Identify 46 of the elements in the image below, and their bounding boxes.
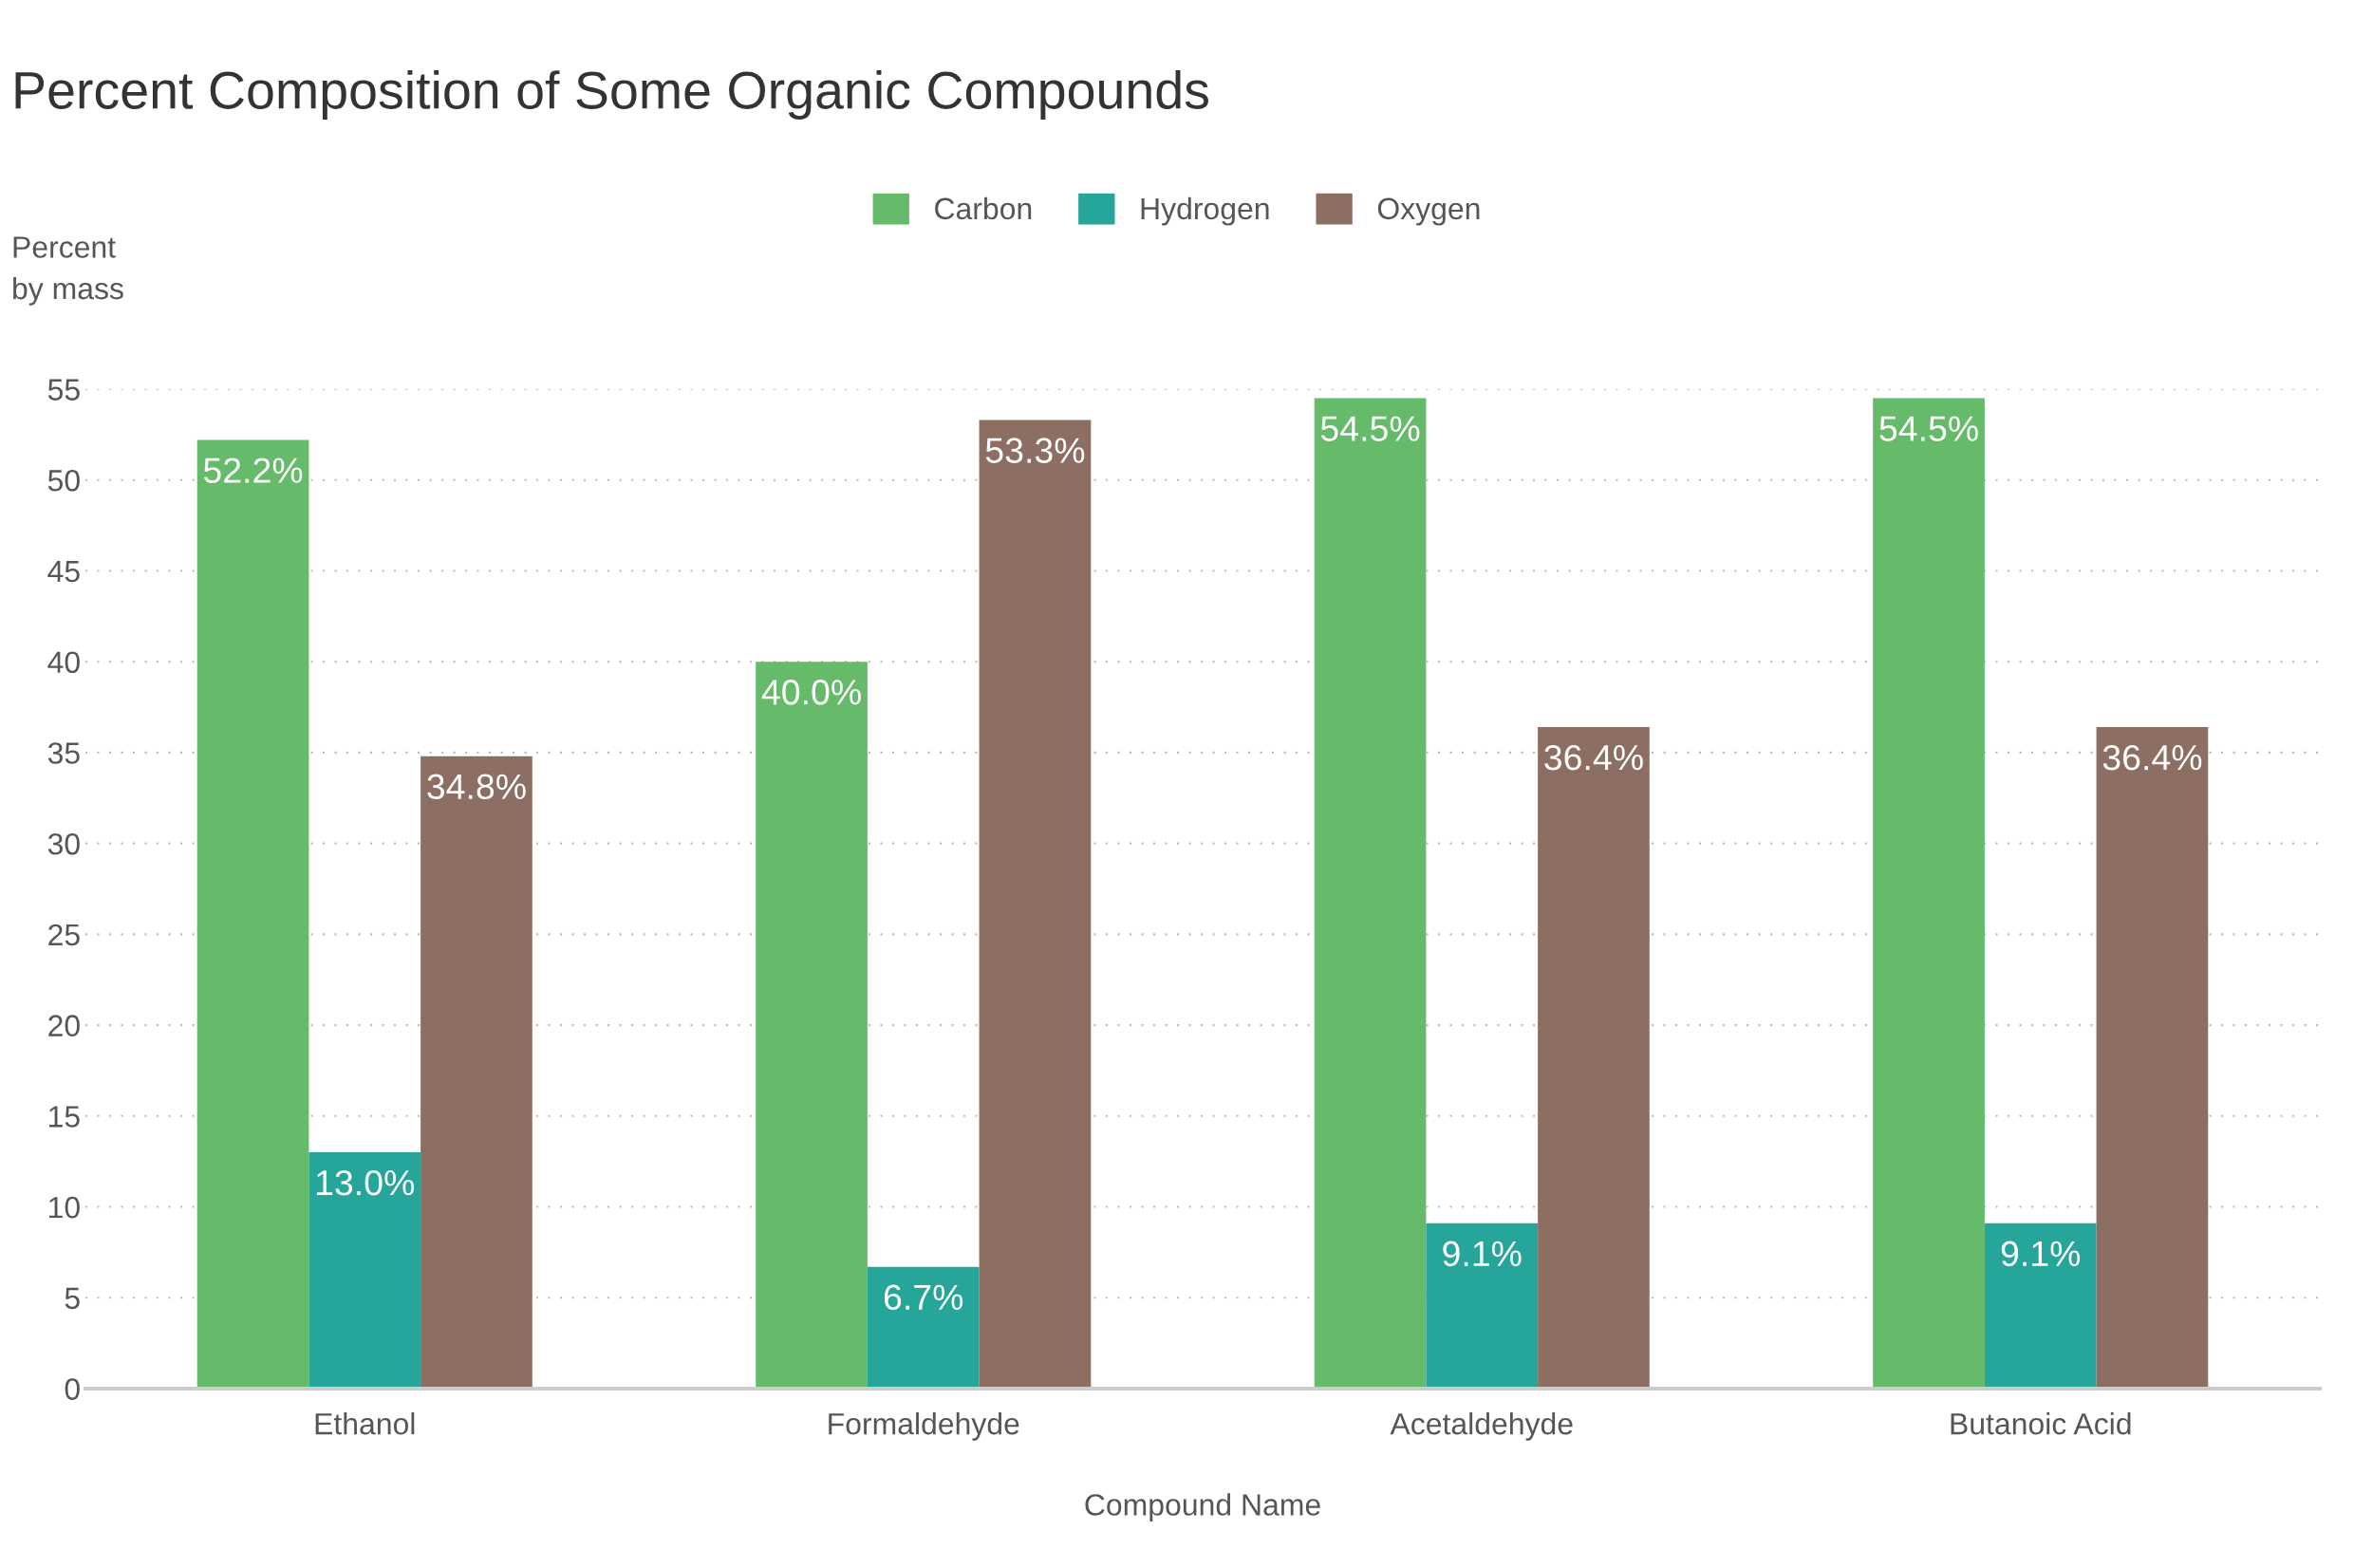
bar	[2096, 727, 2209, 1389]
data-label: 54.5%	[1320, 416, 1420, 441]
data-label: 9.1%	[1443, 1241, 1522, 1267]
data-label: 6.7%	[884, 1284, 963, 1311]
y-tick-label: 35	[47, 742, 80, 764]
bar	[420, 756, 532, 1389]
y-axis-title: Percent by mass	[13, 236, 123, 306]
bar	[1873, 398, 1985, 1389]
bar	[867, 1266, 980, 1389]
bar	[1984, 1223, 2097, 1389]
data-label: 34.8%	[427, 774, 526, 800]
y-tick-label: 20	[48, 1015, 80, 1036]
y-tick-label: 25	[48, 924, 80, 946]
data-label: 9.1%	[2001, 1241, 2081, 1267]
y-tick-label: 55	[47, 379, 80, 401]
y-tick-label: 40	[47, 651, 80, 674]
x-tick-label: Formaldehyde	[829, 1412, 1019, 1441]
y-tick-label: 0	[65, 1378, 80, 1400]
data-label: 36.4%	[2102, 744, 2202, 771]
legend-label: Hydrogen	[1141, 196, 1269, 226]
x-tick-label: Ethanol	[315, 1412, 415, 1435]
legend-label: Oxygen	[1377, 197, 1480, 226]
y-tick-label: 10	[49, 1196, 80, 1219]
data-label: 36.4%	[1544, 744, 1643, 771]
bar	[979, 420, 1092, 1389]
y-tick-label: 45	[47, 561, 80, 583]
chart-title: Percent Composition of Some Organic Compounds	[15, 70, 1208, 120]
x-tick-label: Acetaldehyde	[1390, 1412, 1573, 1441]
legend-label: Carbon	[935, 196, 1032, 220]
data-label: 54.5%	[1879, 416, 1978, 441]
y-tick-label: 30	[47, 832, 80, 855]
bar	[308, 1152, 421, 1389]
y-tick-label: 50	[47, 470, 80, 492]
bar	[196, 439, 309, 1389]
bar	[1426, 1223, 1539, 1389]
bar	[1314, 398, 1427, 1389]
x-axis-title: Compound Name	[1085, 1493, 1320, 1522]
bar	[756, 662, 868, 1389]
x-tick-label: Butanoic Acid	[1951, 1412, 2131, 1435]
data-label: 40.0%	[761, 679, 861, 705]
data-label: 52.2%	[203, 457, 303, 483]
y-tick-label: 5	[65, 1287, 80, 1310]
data-label: 13.0%	[316, 1169, 415, 1196]
y-tick-label: 15	[49, 1106, 80, 1128]
bar	[1538, 727, 1650, 1389]
data-label: 53.3%	[985, 438, 1085, 463]
